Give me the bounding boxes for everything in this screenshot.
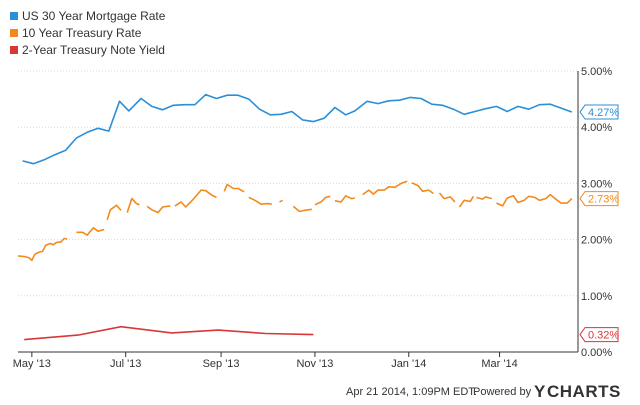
series-3 [24, 325, 314, 341]
value-badge: 4.27% [579, 104, 619, 120]
series-line [362, 180, 408, 196]
legend-label: 10 Year Treasury Rate [22, 26, 142, 40]
series-line [76, 227, 105, 236]
series-line [292, 205, 312, 213]
series-line [22, 93, 573, 165]
grid-lines [18, 70, 578, 297]
series-line [146, 205, 171, 214]
powered-by-text: Powered by [473, 386, 532, 398]
series-line [334, 195, 356, 203]
y-tick-label: 2.00% [581, 235, 612, 247]
series-line [458, 195, 475, 208]
x-tick-label: May '13 [13, 358, 51, 370]
legend-label: US 30 Year Mortgage Rate [22, 9, 166, 23]
series-line [248, 196, 272, 205]
y-tick-label: 0.00% [581, 347, 612, 359]
x-tick-label: Jul '13 [110, 358, 141, 370]
series-line [223, 183, 245, 193]
value-badge-label: 0.32% [588, 330, 619, 342]
value-badge-label: 2.73% [588, 194, 619, 206]
series-line [314, 195, 331, 206]
series-line [174, 189, 217, 208]
brand-logo-text: CHARTS [547, 382, 621, 401]
series-line [126, 197, 140, 213]
series-line [106, 204, 122, 221]
value-badge-box [579, 104, 619, 120]
legend-swatch [10, 12, 18, 20]
y-tick-label: 1.00% [581, 291, 612, 303]
series-line [411, 182, 434, 195]
y-tick-label: 3.00% [581, 178, 612, 190]
series-line [279, 199, 283, 203]
legend: US 30 Year Mortgage Rate 10 Year Treasury… [10, 9, 166, 57]
value-badges: 4.27% 2.73% 0.32% [579, 104, 619, 343]
brand-mark-y: Y [534, 382, 546, 401]
series-1 [22, 93, 573, 165]
series-line [496, 193, 573, 207]
series-2 [17, 180, 573, 262]
x-tick-label: Sep '13 [203, 358, 240, 370]
legend-label: 2-Year Treasury Note Yield [22, 43, 165, 57]
value-badge-box [579, 191, 619, 207]
series-line [476, 196, 493, 200]
legend-swatch [10, 29, 18, 37]
timestamp-text: Apr 21 2014, 1:09PM EDT. [346, 386, 477, 398]
value-badge-box [579, 327, 619, 343]
legend-swatch [10, 46, 18, 54]
series-line [17, 237, 68, 262]
footer: Apr 21 2014, 1:09PM EDT. Powered by Y CH… [346, 382, 621, 401]
value-badge: 2.73% [579, 191, 619, 207]
y-tick-label: 5.00% [581, 66, 612, 78]
x-tick-label: Nov '13 [296, 358, 333, 370]
y-tick-label: 4.00% [581, 122, 612, 134]
axis-layer: 0.00% 1.00% 2.00% 3.00% 4.00% 5.00% May '13 Jul… [13, 66, 613, 370]
value-badge: 0.32% [579, 327, 619, 343]
series-layer [17, 93, 573, 341]
value-badge-label: 4.27% [588, 107, 619, 119]
series-line [24, 325, 314, 341]
x-tick-label: Mar '14 [481, 358, 517, 370]
x-tick-label: Jan '14 [391, 358, 426, 370]
series-line [438, 192, 456, 203]
